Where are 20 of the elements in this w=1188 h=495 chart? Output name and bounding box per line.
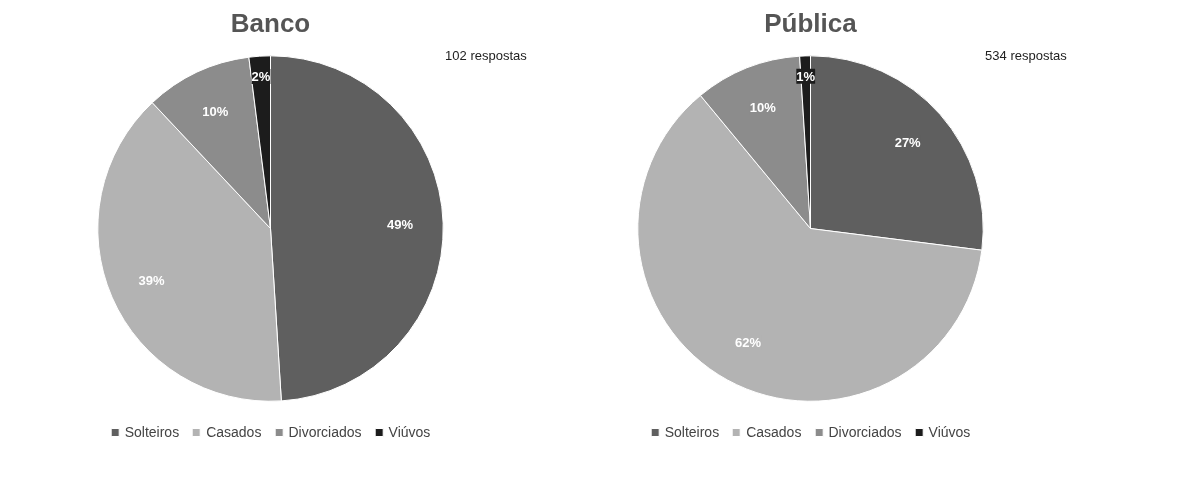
data-label: 2% xyxy=(251,69,271,85)
legend-label: Casados xyxy=(206,424,262,440)
data-label: 49% xyxy=(386,216,414,232)
chart-title: Banco xyxy=(230,7,311,38)
data-label: 10% xyxy=(202,103,229,119)
legend-label: Viúvos xyxy=(928,424,971,440)
legend-label: Divorciados xyxy=(288,424,362,440)
legend-label: Divorciados xyxy=(828,424,902,440)
legend-label: Viúvos xyxy=(388,424,431,440)
text: 102 respostas xyxy=(445,48,528,64)
data-label: 62% xyxy=(735,334,762,350)
legend-label: Solteiros xyxy=(664,424,720,440)
text: 534 respostas xyxy=(985,48,1068,64)
chart-title: Pública xyxy=(764,7,858,38)
data-label: 39% xyxy=(138,272,166,288)
data-label: 10% xyxy=(749,100,777,116)
data-label: 1% xyxy=(796,68,816,84)
legend-label: Casados xyxy=(746,424,802,440)
legend-label: Solteiros xyxy=(124,424,180,440)
data-label: 27% xyxy=(894,135,922,151)
